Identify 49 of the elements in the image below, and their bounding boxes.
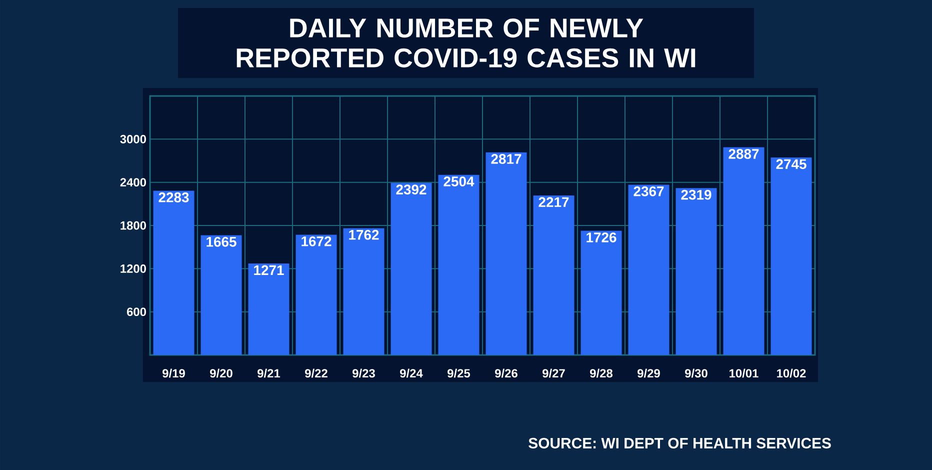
bar (248, 264, 290, 355)
bar (770, 158, 812, 355)
x-tick-label: 9/21 (258, 368, 280, 378)
bar (343, 228, 384, 355)
y-tick-label: 2400 (120, 178, 146, 187)
x-tick-label: 9/29 (638, 368, 660, 378)
data-label: 1665 (206, 236, 236, 247)
bar (580, 230, 622, 355)
x-tick-label: 9/20 (210, 368, 232, 378)
data-label: 2745 (776, 159, 806, 170)
data-label: 2392 (396, 184, 426, 194)
data-label: 2319 (681, 190, 712, 200)
bar (296, 234, 337, 355)
bar (628, 184, 670, 355)
data-label: 1726 (586, 232, 616, 242)
x-tick-label: 9/24 (400, 368, 423, 378)
x-tick-label: 9/26 (495, 368, 518, 378)
bar (438, 174, 480, 355)
x-tick-label: 9/22 (305, 368, 328, 378)
data-label: 1271 (254, 265, 284, 275)
x-tick-label: 9/30 (685, 368, 708, 378)
bar (200, 235, 242, 355)
data-label: 2367 (634, 186, 664, 196)
x-tick-label: 10/02 (777, 368, 806, 378)
x-tick-label: 9/28 (590, 368, 613, 378)
data-label: 2217 (538, 197, 569, 207)
chart-title: DAILY NUMBER OF NEWLY REPORTED COVID-19 CASES IN WI (236, 18, 696, 68)
bar (486, 152, 527, 355)
data-label: 2817 (491, 154, 522, 164)
data-label: 2887 (728, 148, 759, 159)
source-note: SOURCE: WI DEPT OF HEALTH SERVICES (528, 438, 831, 448)
data-label: 1672 (302, 236, 332, 246)
x-tick-label: 9/19 (162, 368, 185, 378)
y-tick-label: 600 (126, 308, 146, 316)
bar (390, 182, 432, 355)
data-label: 2504 (444, 176, 474, 186)
bar (153, 190, 194, 355)
x-tick-label: 9/25 (448, 368, 470, 378)
bar (533, 195, 574, 355)
y-tick-label: 1800 (120, 221, 146, 230)
x-tick-label: 9/23 (352, 368, 375, 378)
y-tick-label: 3000 (120, 134, 146, 144)
x-tick-label: 10/01 (730, 368, 758, 378)
bar (723, 147, 764, 355)
data-label: 1762 (349, 230, 379, 240)
y-tick-label: 1200 (120, 264, 146, 273)
x-tick-label: 9/27 (542, 368, 565, 378)
bar (676, 188, 717, 355)
data-label: 2283 (158, 192, 189, 202)
